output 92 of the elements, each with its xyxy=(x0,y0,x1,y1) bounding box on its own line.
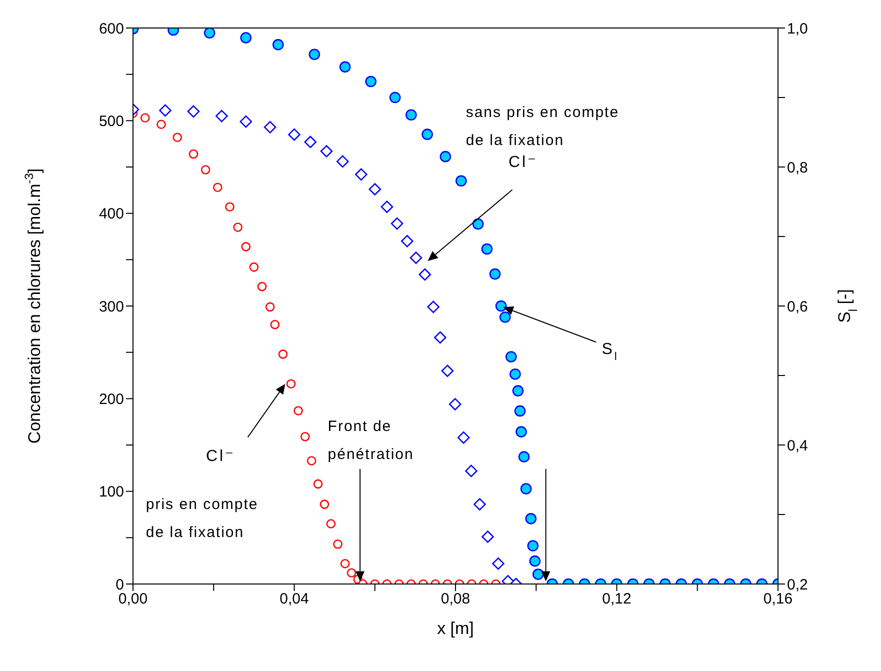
point xyxy=(448,398,462,410)
point xyxy=(240,115,252,128)
point xyxy=(457,431,470,444)
point xyxy=(339,61,351,73)
point xyxy=(288,128,300,141)
point xyxy=(390,217,404,230)
point xyxy=(481,243,493,255)
point xyxy=(489,268,501,280)
point xyxy=(270,320,280,330)
point xyxy=(355,168,368,181)
point xyxy=(472,218,484,230)
point xyxy=(340,558,350,568)
point xyxy=(249,262,259,272)
point xyxy=(482,530,494,543)
annotation: Cl⁻ xyxy=(508,154,538,171)
point xyxy=(333,540,342,549)
point xyxy=(278,350,288,359)
point xyxy=(492,557,504,570)
point xyxy=(346,568,356,578)
point xyxy=(368,183,382,196)
y2-tick-label: 1,0 xyxy=(787,20,808,38)
x-tick-label: 0,12 xyxy=(602,590,632,608)
point xyxy=(326,519,336,528)
point xyxy=(294,406,303,416)
point xyxy=(410,252,422,264)
point xyxy=(465,464,478,478)
point xyxy=(505,351,517,362)
y-tick-label: 300 xyxy=(98,298,124,316)
point xyxy=(300,432,310,442)
y-tick-label: 500 xyxy=(98,112,124,130)
y2-tick-label: 0,6 xyxy=(787,298,808,316)
y-tick-label: 400 xyxy=(98,206,124,223)
point xyxy=(240,32,252,44)
y-tick-label: 0 xyxy=(116,576,124,594)
point xyxy=(172,132,182,142)
y-tick-label: 600 xyxy=(98,20,124,38)
point xyxy=(257,282,267,292)
point xyxy=(434,331,446,344)
point xyxy=(418,268,432,281)
point xyxy=(455,175,467,187)
point xyxy=(474,498,486,510)
point xyxy=(336,155,349,168)
y-tick-label: 200 xyxy=(98,390,124,408)
point xyxy=(188,149,198,159)
point xyxy=(264,121,276,134)
point xyxy=(304,136,317,148)
point xyxy=(512,385,524,396)
point xyxy=(213,182,222,192)
point xyxy=(313,479,323,489)
y-tick-label: 100 xyxy=(98,484,124,501)
point xyxy=(499,311,511,323)
point xyxy=(441,364,454,378)
y2-tick-label: 0,4 xyxy=(787,437,808,454)
point xyxy=(440,150,452,162)
y2-tick-label: 0,8 xyxy=(787,159,808,176)
x-axis-title: x [m] xyxy=(437,619,474,638)
point xyxy=(233,222,242,232)
y2-tick-label: 0,2 xyxy=(787,576,808,594)
annotation: Cl⁻ xyxy=(206,448,236,466)
point xyxy=(159,104,172,117)
point xyxy=(204,28,216,39)
point xyxy=(140,113,150,123)
point xyxy=(320,145,333,158)
x-tick-label: 0,00 xyxy=(118,590,148,608)
x-tick-label: 0,08 xyxy=(440,590,470,608)
annotation: S$_{l}$ xyxy=(602,340,619,363)
point xyxy=(241,242,251,252)
point xyxy=(406,109,417,121)
point xyxy=(200,165,210,174)
point xyxy=(365,76,376,88)
annotation: Front de pénétration xyxy=(328,418,414,464)
point xyxy=(400,234,414,248)
point xyxy=(389,92,401,104)
point xyxy=(156,120,166,130)
point xyxy=(216,110,228,122)
x-tick-label: 0,04 xyxy=(280,590,309,608)
annotation: pris en compte de la fixation xyxy=(146,496,258,541)
point xyxy=(380,200,394,213)
point xyxy=(320,500,330,509)
x-tick-label: 0,16 xyxy=(763,590,793,608)
point xyxy=(422,128,433,140)
point xyxy=(187,105,200,118)
point xyxy=(225,202,234,212)
annotation: sans pris en compte de la fixation xyxy=(466,104,620,149)
point xyxy=(427,300,440,314)
point xyxy=(510,368,521,380)
point xyxy=(308,48,320,60)
point xyxy=(495,300,507,312)
point xyxy=(306,456,316,466)
point xyxy=(265,302,275,312)
point xyxy=(272,39,284,50)
point xyxy=(286,379,296,388)
